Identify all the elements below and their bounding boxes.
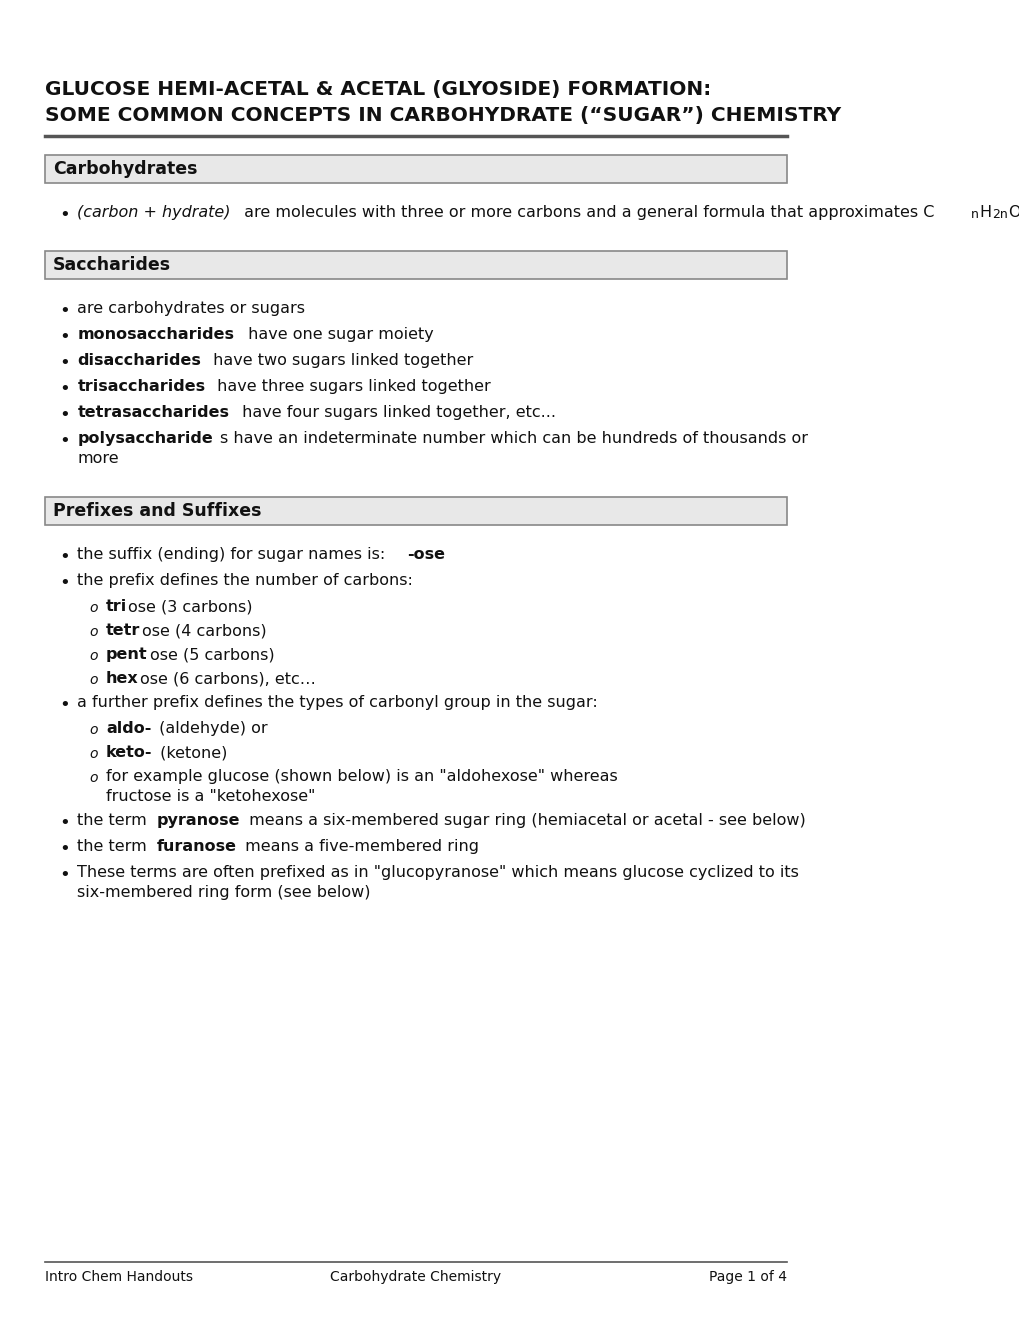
Text: o: o bbox=[90, 673, 98, 686]
Text: Carbohydrate Chemistry: Carbohydrate Chemistry bbox=[330, 1270, 501, 1284]
Text: o: o bbox=[90, 649, 98, 663]
Text: disaccharides: disaccharides bbox=[77, 352, 201, 368]
Text: •: • bbox=[59, 327, 70, 346]
Text: •: • bbox=[59, 407, 70, 424]
Text: o: o bbox=[90, 624, 98, 639]
Text: pyranose: pyranose bbox=[156, 813, 239, 828]
Text: means a five-membered ring: means a five-membered ring bbox=[240, 840, 479, 854]
Text: keto-: keto- bbox=[106, 744, 153, 760]
Text: fructose is a "ketohexose": fructose is a "ketohexose" bbox=[106, 789, 315, 804]
Text: hex: hex bbox=[106, 671, 139, 686]
Text: •: • bbox=[59, 354, 70, 372]
Text: ose (4 carbons): ose (4 carbons) bbox=[142, 623, 267, 638]
Text: (aldehyde) or: (aldehyde) or bbox=[154, 721, 267, 737]
Text: pent: pent bbox=[106, 647, 148, 663]
Text: ose (5 carbons): ose (5 carbons) bbox=[150, 647, 274, 663]
Text: monosaccharides: monosaccharides bbox=[77, 327, 234, 342]
Text: Intro Chem Handouts: Intro Chem Handouts bbox=[45, 1270, 193, 1284]
Text: •: • bbox=[59, 574, 70, 591]
Text: 2n: 2n bbox=[990, 209, 1007, 220]
FancyBboxPatch shape bbox=[45, 498, 787, 525]
Text: have one sugar moiety: have one sugar moiety bbox=[243, 327, 433, 342]
Text: Carbohydrates: Carbohydrates bbox=[53, 160, 198, 178]
Text: •: • bbox=[59, 696, 70, 714]
Text: Saccharides: Saccharides bbox=[53, 256, 171, 275]
Text: (carbon + hydrate): (carbon + hydrate) bbox=[77, 205, 230, 220]
Text: •: • bbox=[59, 206, 70, 224]
Text: trisaccharides: trisaccharides bbox=[77, 379, 206, 393]
Text: GLUCOSE HEMI-ACETAL & ACETAL (GLYOSIDE) FORMATION:: GLUCOSE HEMI-ACETAL & ACETAL (GLYOSIDE) … bbox=[45, 81, 710, 99]
Text: O: O bbox=[1008, 205, 1019, 220]
Text: tetrasaccharides: tetrasaccharides bbox=[77, 405, 229, 420]
Text: Prefixes and Suffixes: Prefixes and Suffixes bbox=[53, 502, 261, 520]
Text: o: o bbox=[90, 601, 98, 615]
Text: means a six-membered sugar ring (hemiacetal or acetal - see below): means a six-membered sugar ring (hemiace… bbox=[244, 813, 805, 828]
Text: more: more bbox=[77, 451, 119, 466]
Text: o: o bbox=[90, 771, 98, 785]
Text: These terms are often prefixed as in "glucopyranose" which means glucose cyclize: These terms are often prefixed as in "gl… bbox=[77, 865, 799, 880]
Text: H: H bbox=[978, 205, 990, 220]
Text: have three sugars linked together: have three sugars linked together bbox=[212, 379, 490, 393]
Text: ose (6 carbons), etc…: ose (6 carbons), etc… bbox=[141, 671, 316, 686]
Text: a further prefix defines the types of carbonyl group in the sugar:: a further prefix defines the types of ca… bbox=[77, 696, 597, 710]
Text: -ose: -ose bbox=[407, 546, 445, 562]
Text: the prefix defines the number of carbons:: the prefix defines the number of carbons… bbox=[77, 573, 413, 587]
Text: o: o bbox=[90, 747, 98, 762]
Text: •: • bbox=[59, 432, 70, 450]
Text: tri: tri bbox=[106, 599, 127, 614]
Text: are molecules with three or more carbons and a general formula that approximates: are molecules with three or more carbons… bbox=[238, 205, 933, 220]
Text: have four sugars linked together, etc...: have four sugars linked together, etc... bbox=[237, 405, 556, 420]
Text: Page 1 of 4: Page 1 of 4 bbox=[708, 1270, 787, 1284]
Text: o: o bbox=[90, 723, 98, 737]
Text: SOME COMMON CONCEPTS IN CARBOHYDRATE (“SUGAR”) CHEMISTRY: SOME COMMON CONCEPTS IN CARBOHYDRATE (“S… bbox=[45, 106, 840, 125]
Text: aldo-: aldo- bbox=[106, 721, 151, 737]
Text: are carbohydrates or sugars: are carbohydrates or sugars bbox=[77, 301, 305, 315]
Text: •: • bbox=[59, 866, 70, 884]
FancyBboxPatch shape bbox=[45, 154, 787, 183]
FancyBboxPatch shape bbox=[45, 251, 787, 279]
Text: •: • bbox=[59, 814, 70, 832]
Text: the suffix (ending) for sugar names is:: the suffix (ending) for sugar names is: bbox=[77, 546, 390, 562]
Text: furanose: furanose bbox=[156, 840, 236, 854]
Text: the term: the term bbox=[77, 840, 152, 854]
Text: tetr: tetr bbox=[106, 623, 141, 638]
Text: s have an indeterminate number which can be hundreds of thousands or: s have an indeterminate number which can… bbox=[220, 432, 807, 446]
Text: have two sugars linked together: have two sugars linked together bbox=[208, 352, 473, 368]
Text: n: n bbox=[970, 209, 977, 220]
Text: •: • bbox=[59, 548, 70, 566]
Text: •: • bbox=[59, 302, 70, 319]
Text: the term: the term bbox=[77, 813, 152, 828]
Text: •: • bbox=[59, 840, 70, 858]
Text: for example glucose (shown below) is an "aldohexose" whereas: for example glucose (shown below) is an … bbox=[106, 770, 618, 784]
Text: ose (3 carbons): ose (3 carbons) bbox=[128, 599, 253, 614]
Text: (ketone): (ketone) bbox=[155, 744, 227, 760]
Text: six-membered ring form (see below): six-membered ring form (see below) bbox=[77, 884, 371, 900]
Text: polysaccharide: polysaccharide bbox=[77, 432, 213, 446]
Text: •: • bbox=[59, 380, 70, 399]
